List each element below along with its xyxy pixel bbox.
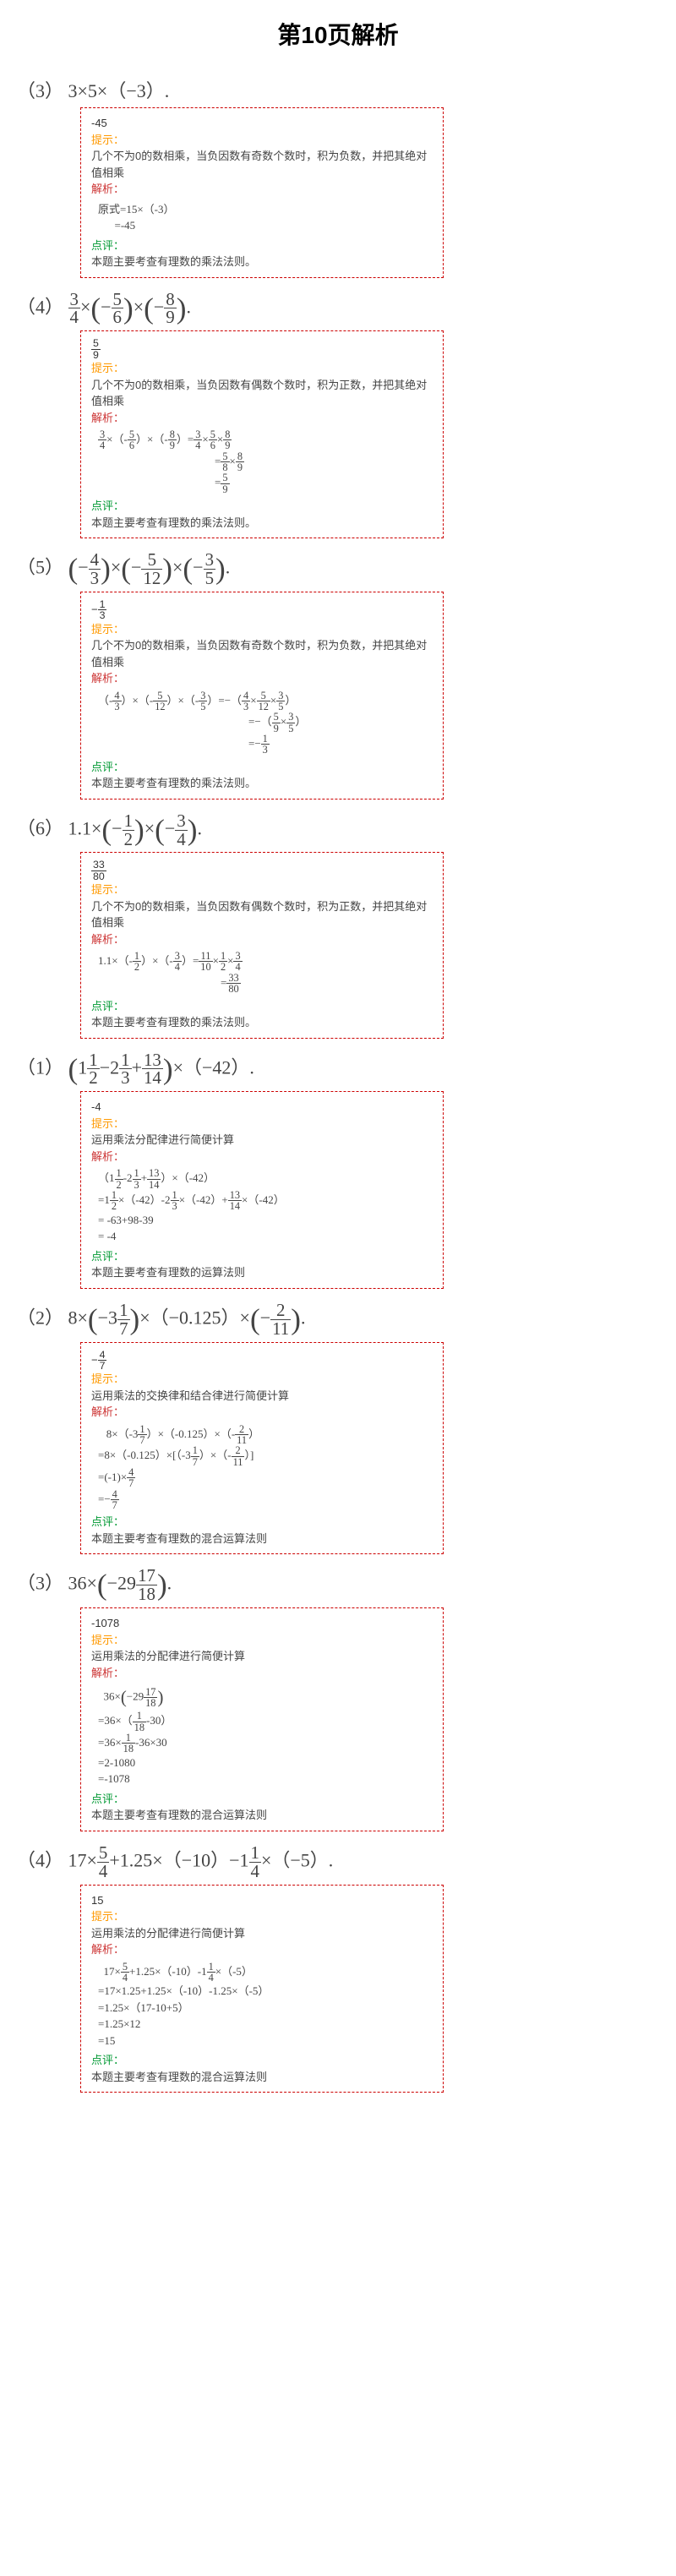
hint-label: 提示：: [91, 360, 433, 377]
analysis-label: 解析：: [91, 410, 433, 427]
analysis-text: 17×54+1.25×（-10）-114×（-5）=17×1.25+1.25×（…: [98, 1962, 433, 2049]
problem-header: （3） 36×(−291718).: [0, 1567, 676, 1603]
hint-text: 几个不为0的数相乘，当负因数有偶数个数时，积为正数，并把其绝对值相乘: [91, 377, 433, 410]
problem: （2） 8×(−317)×（−0.125）×(−211). −47提示：运用乘法的…: [0, 1302, 676, 1555]
hint-text: 运用乘法分配律进行简便计算: [91, 1132, 433, 1149]
problem: （3） 3×5×（−3）. -45提示：几个不为0的数相乘，当负因数有奇数个数时，…: [0, 76, 676, 278]
solution-box: -1078提示：运用乘法的分配律进行简便计算解析： 36×(−291718)=3…: [80, 1607, 444, 1831]
problem: （3） 36×(−291718). -1078提示：运用乘法的分配律进行简便计算解…: [0, 1567, 676, 1831]
comment-text: 本题主要考查有理数的运算法则: [91, 1264, 433, 1281]
hint-label: 提示：: [91, 1908, 433, 1925]
analysis-text: 原式=15×（-3） =-45: [98, 201, 433, 234]
comment-label: 点评：: [91, 1248, 433, 1265]
hint-label: 提示：: [91, 1116, 433, 1132]
analysis-label: 解析：: [91, 1149, 433, 1165]
answer-line: 59: [91, 338, 433, 360]
hint-text: 运用乘法的交换律和结合律进行简便计算: [91, 1388, 433, 1405]
hint-text: 运用乘法的分配律进行简便计算: [91, 1648, 433, 1665]
hint-text: 几个不为0的数相乘，当负因数有偶数个数时，积为正数，并把其绝对值相乘: [91, 898, 433, 931]
comment-text: 本题主要考查有理数的乘法法则。: [91, 515, 433, 532]
problem-header: （3） 3×5×（−3）.: [0, 76, 676, 103]
analysis-label: 解析：: [91, 670, 433, 687]
answer-line: -1078: [91, 1615, 433, 1632]
hint-label: 提示：: [91, 1371, 433, 1388]
problem: （5） (−43)×(−512)×(−35). −13提示：几个不为0的数相乘，当…: [0, 551, 676, 800]
solution-box: 3380提示：几个不为0的数相乘，当负因数有偶数个数时，积为正数，并把其绝对值相…: [80, 852, 444, 1038]
comment-label: 点评：: [91, 1791, 433, 1808]
comment-label: 点评：: [91, 498, 433, 515]
answer-line: -45: [91, 115, 433, 132]
comment-text: 本题主要考查有理数的混合运算法则: [91, 1531, 433, 1547]
problem: （6） 1.1×(−12)×(−34).3380提示：几个不为0的数相乘，当负因…: [0, 812, 676, 1039]
solution-box: 59提示：几个不为0的数相乘，当负因数有偶数个数时，积为正数，并把其绝对值相乘解…: [80, 330, 444, 538]
analysis-label: 解析：: [91, 1404, 433, 1421]
hint-label: 提示：: [91, 881, 433, 898]
problem-header: （4） 34×(−56)×(−89).: [0, 291, 676, 327]
problem-header: （5） (−43)×(−512)×(−35).: [0, 551, 676, 587]
problem: （4） 17×54+1.25×（−10）−114×（−5）. 15提示：运用乘法的…: [0, 1844, 676, 2093]
answer-line: −47: [91, 1350, 433, 1372]
problem-header: （2） 8×(−317)×（−0.125）×(−211).: [0, 1302, 676, 1338]
comment-text: 本题主要考查有理数的乘法法则。: [91, 1014, 433, 1031]
comment-label: 点评：: [91, 759, 433, 776]
analysis-text: 1.1×（-12）×（-34）=1110×12×34=3380: [98, 951, 433, 994]
comment-label: 点评：: [91, 998, 433, 1015]
answer-line: −13: [91, 599, 433, 621]
problem-header: （1） (112−213+1314)×（−42）.: [0, 1051, 676, 1088]
answer-line: 15: [91, 1892, 433, 1909]
comment-text: 本题主要考查有理数的乘法法则。: [91, 254, 433, 270]
hint-label: 提示：: [91, 1632, 433, 1649]
analysis-label: 解析：: [91, 181, 433, 198]
solution-box: 15提示：运用乘法的分配律进行简便计算解析： 17×54+1.25×（-10）-…: [80, 1885, 444, 2093]
analysis-text: （112-213+1314）×（-42）=112×（-42）-213×（-42）…: [98, 1168, 433, 1244]
problem-header: （4） 17×54+1.25×（−10）−114×（−5）.: [0, 1844, 676, 1880]
analysis-text: 8×（-317）×（-0.125）×（-211）=8×（-0.125）×[（-3…: [98, 1424, 433, 1511]
comment-label: 点评：: [91, 2052, 433, 2069]
analysis-label: 解析：: [91, 1941, 433, 1958]
page-title: 第10页解析: [0, 0, 676, 76]
hint-text: 几个不为0的数相乘，当负因数有奇数个数时，积为负数，并把其绝对值相乘: [91, 148, 433, 181]
solution-box: -45提示：几个不为0的数相乘，当负因数有奇数个数时，积为负数，并把其绝对值相乘…: [80, 107, 444, 278]
analysis-text: 36×(−291718)=36×（118-30）=36×118-36×30=2-…: [98, 1684, 433, 1787]
answer-line: -4: [91, 1099, 433, 1116]
problem-header: （6） 1.1×(−12)×(−34).: [0, 812, 676, 849]
hint-text: 几个不为0的数相乘，当负因数有奇数个数时，积为负数，并把其绝对值相乘: [91, 637, 433, 670]
hint-label: 提示：: [91, 132, 433, 149]
solution-box: −13提示：几个不为0的数相乘，当负因数有奇数个数时，积为负数，并把其绝对值相乘…: [80, 592, 444, 800]
comment-text: 本题主要考查有理数的乘法法则。: [91, 775, 433, 792]
comment-text: 本题主要考查有理数的混合运算法则: [91, 1807, 433, 1824]
comment-label: 点评：: [91, 1514, 433, 1531]
solution-box: −47提示：运用乘法的交换律和结合律进行简便计算解析： 8×（-317）×（-0…: [80, 1342, 444, 1555]
analysis-label: 解析：: [91, 1665, 433, 1682]
answer-line: 3380: [91, 860, 433, 881]
problem: （1） (112−213+1314)×（−42）.-4提示：运用乘法分配律进行简…: [0, 1051, 676, 1289]
comment-label: 点评：: [91, 237, 433, 254]
analysis-text: （-43）×（-512）×（-35）=−（43×512×35）=−（59×35）…: [98, 690, 433, 756]
analysis-label: 解析：: [91, 931, 433, 948]
comment-text: 本题主要考查有理数的混合运算法则: [91, 2069, 433, 2086]
hint-label: 提示：: [91, 621, 433, 638]
problems-container: （3） 3×5×（−3）.-45提示：几个不为0的数相乘，当负因数有奇数个数时，…: [0, 76, 676, 2093]
hint-text: 运用乘法的分配律进行简便计算: [91, 1925, 433, 1942]
solution-box: -4提示：运用乘法分配律进行简便计算解析： （112-213+1314）×（-42…: [80, 1091, 444, 1288]
analysis-text: 34×（-56）×（-89）=34×56×89=58×89=59: [98, 429, 433, 494]
problem: （4） 34×(−56)×(−89).59提示：几个不为0的数相乘，当负因数有偶…: [0, 291, 676, 539]
